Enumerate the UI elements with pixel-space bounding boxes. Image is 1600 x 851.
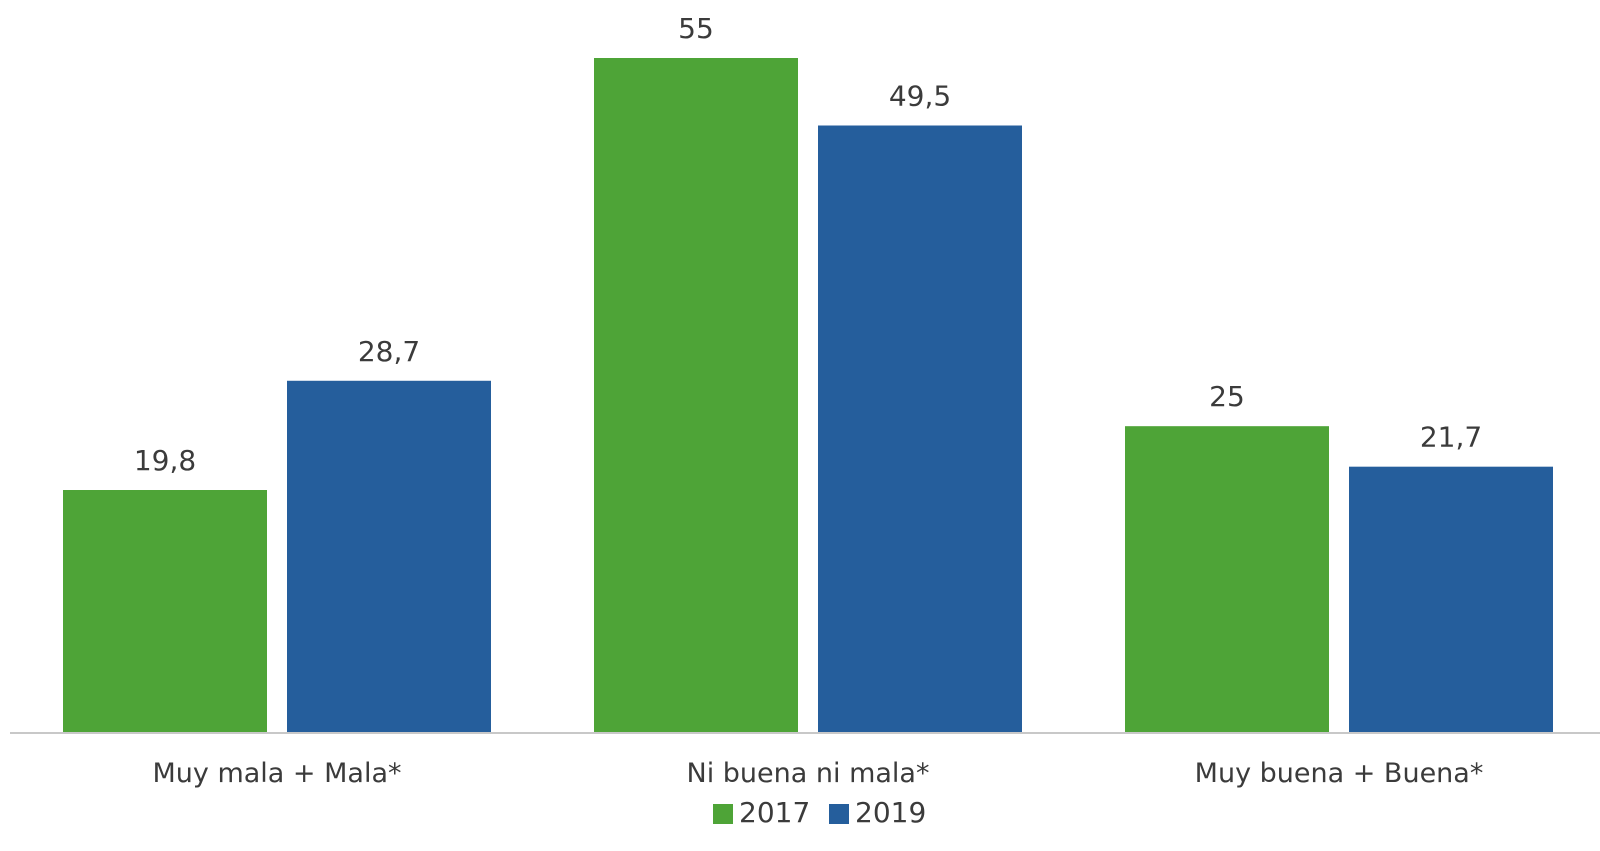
legend-swatch-2019 <box>829 804 849 824</box>
x-tick-label-0: Muy mala + Mala* <box>152 758 401 789</box>
data-label-2019-0: 28,7 <box>358 335 420 368</box>
x-tick-label-1: Ni buena ni mala* <box>687 758 930 789</box>
bar-2019-1 <box>818 125 1022 733</box>
bar-2017-0 <box>63 490 267 733</box>
data-label-2019-2: 21,7 <box>1420 421 1482 454</box>
bar-2019-0 <box>287 380 491 733</box>
data-labels-layer: 19,8 28,7 55 49,5 25 21,7 <box>134 12 1482 477</box>
legend: 2017 2019 <box>713 796 926 829</box>
x-tick-label-2: Muy buena + Buena* <box>1195 758 1484 789</box>
x-tick-labels: Muy mala + Mala* Ni buena ni mala* Muy bue… <box>152 758 1483 789</box>
bar-2017-2 <box>1125 426 1329 733</box>
data-label-2017-0: 19,8 <box>134 444 196 477</box>
bar-2017-1 <box>594 58 798 733</box>
data-label-2019-1: 49,5 <box>889 80 951 113</box>
legend-label-2017: 2017 <box>739 796 810 829</box>
legend-swatch-2017 <box>713 804 733 824</box>
bar-2019-2 <box>1349 466 1553 733</box>
bars-layer <box>63 58 1553 733</box>
data-label-2017-1: 55 <box>678 12 714 45</box>
data-label-2017-2: 25 <box>1209 380 1245 413</box>
legend-label-2019: 2019 <box>855 796 926 829</box>
